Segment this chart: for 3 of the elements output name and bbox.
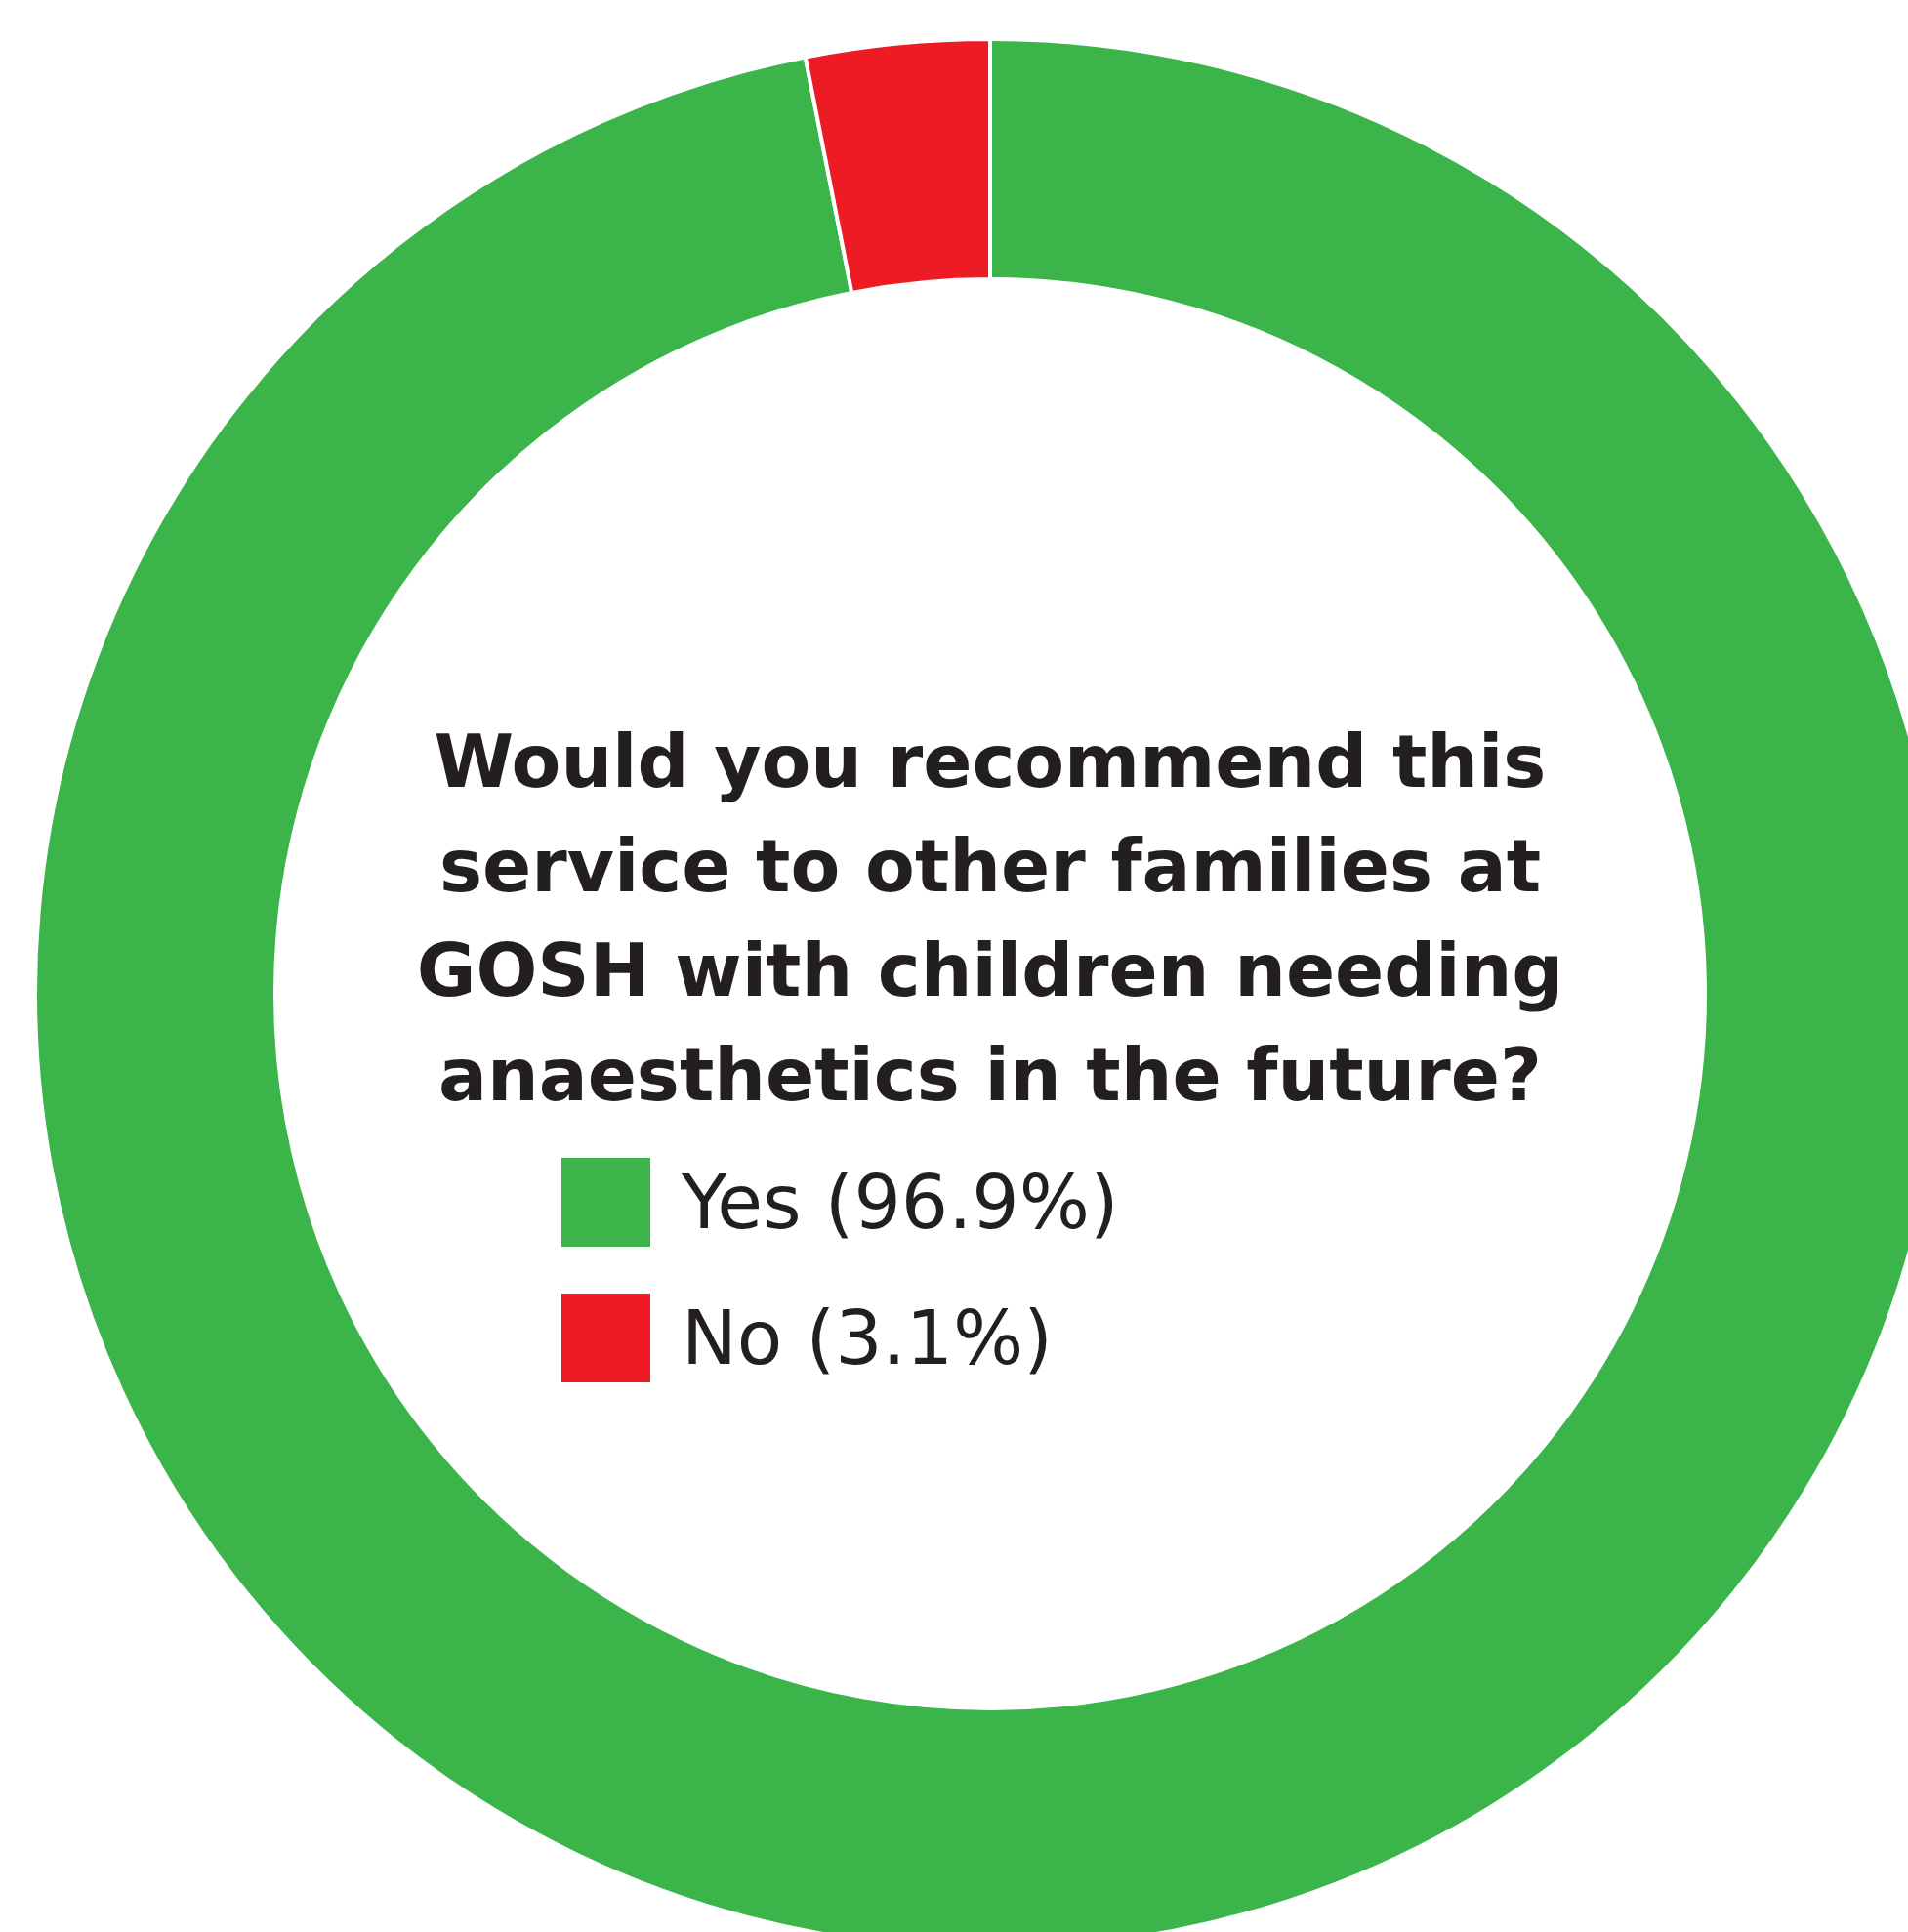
text: Would you recommend this service to other families at GOSH with children needing anaesthetics in the future? xyxy=(416,719,1564,1117)
legend-label: Yes (96.9%) xyxy=(681,1159,1119,1246)
legend-label: No (3.1%) xyxy=(682,1295,1053,1381)
